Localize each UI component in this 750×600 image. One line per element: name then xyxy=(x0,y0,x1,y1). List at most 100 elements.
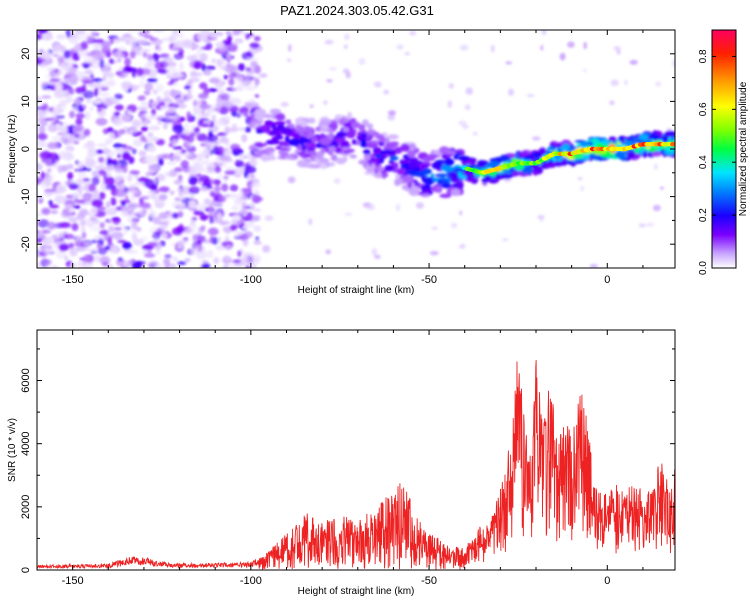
heatmap-cell xyxy=(102,81,109,88)
heatmap-cell xyxy=(232,214,241,221)
heatmap-cell xyxy=(330,154,338,162)
heatmap-cell xyxy=(656,145,662,152)
heatmap-cell xyxy=(41,249,47,258)
heatmap-cell xyxy=(184,44,196,49)
heatmap-cell xyxy=(253,215,261,222)
heatmap-cell xyxy=(408,162,419,169)
heatmap-cell xyxy=(672,59,675,67)
heatmap-cell xyxy=(437,179,445,184)
heatmap-cell xyxy=(68,87,75,95)
heatmap-cell xyxy=(255,236,260,241)
y-tick-label: -20 xyxy=(20,236,32,252)
x-tick-label: -150 xyxy=(62,274,84,286)
heatmap-cell xyxy=(41,207,51,215)
y-tick-label: 20 xyxy=(20,48,32,60)
heatmap-cell xyxy=(148,241,158,248)
heatmap-cell xyxy=(264,120,274,126)
heatmap-cell xyxy=(202,112,211,118)
heatmap-cell xyxy=(230,224,238,231)
heatmap-cell xyxy=(186,134,195,143)
heatmap-cell xyxy=(236,113,242,118)
heatmap-cell xyxy=(81,231,87,239)
heatmap-cell xyxy=(196,47,203,55)
heatmap-cell xyxy=(114,93,123,100)
heatmap-cell xyxy=(141,208,147,214)
heatmap-cell xyxy=(632,137,639,143)
heatmap-cell xyxy=(37,177,41,185)
heatmap-cell xyxy=(88,151,95,157)
heatmap-cell xyxy=(462,124,469,130)
heatmap-cell xyxy=(96,143,109,147)
heatmap-cell xyxy=(55,250,67,259)
heatmap-cell xyxy=(137,106,149,111)
heatmap-cell xyxy=(197,173,202,178)
heatmap-cell xyxy=(38,125,46,134)
heatmap-cell xyxy=(277,150,284,155)
heatmap-cell xyxy=(446,150,456,155)
heatmap-cell xyxy=(285,155,294,160)
heatmap-cell xyxy=(225,258,233,264)
heatmap-cell xyxy=(98,169,106,176)
heatmap-cell xyxy=(347,112,353,120)
heatmap-cell xyxy=(175,203,187,208)
heatmap-cell xyxy=(436,186,443,194)
heatmap-cell xyxy=(251,194,261,204)
heatmap-cell xyxy=(163,122,168,130)
ridge-core xyxy=(670,142,675,147)
heatmap-cell xyxy=(68,67,78,74)
heatmap-cell xyxy=(610,79,619,87)
heatmap-cell xyxy=(217,175,225,179)
heatmap-cell xyxy=(559,52,566,61)
snr-panel: -150 -100 -50 0 0 2000 4000 6000 Height of str… xyxy=(7,329,676,597)
heatmap-cell xyxy=(205,42,213,50)
heatmap-cell xyxy=(123,242,130,250)
heatmap-cell xyxy=(46,168,52,173)
heatmap-cell xyxy=(342,126,350,133)
heatmap-cell xyxy=(224,236,230,242)
heatmap-cell xyxy=(128,36,136,43)
heatmap-cell xyxy=(340,140,350,149)
heatmap-cell xyxy=(66,194,74,199)
heatmap-cell xyxy=(231,259,243,263)
heatmap-cell xyxy=(184,85,191,90)
heatmap-cell xyxy=(56,34,66,40)
heatmap-cell xyxy=(190,75,197,80)
heatmap-cell xyxy=(442,165,454,172)
heatmap-cell xyxy=(211,114,216,121)
heatmap-cell xyxy=(389,141,400,147)
heatmap-cell xyxy=(172,115,180,120)
heatmap-cell xyxy=(642,150,648,158)
heatmap-cell xyxy=(226,193,238,199)
heatmap-cell xyxy=(395,204,401,211)
heatmap-cell xyxy=(429,251,439,256)
heatmap-cell xyxy=(89,73,94,80)
heatmap-cell xyxy=(363,153,371,161)
heatmap-cell xyxy=(306,150,318,156)
heatmap-cell xyxy=(121,71,129,77)
heatmap-cell xyxy=(150,69,158,77)
heatmap-cell xyxy=(209,77,220,84)
heatmap-cell xyxy=(250,263,257,268)
heatmap-cell xyxy=(55,185,67,194)
heatmap-cell xyxy=(387,134,399,140)
heatmap-cell xyxy=(508,88,514,97)
heatmap-cell xyxy=(37,162,43,171)
heatmap-cell xyxy=(132,85,140,89)
heatmap-cell xyxy=(253,76,259,84)
colorbar-ticks: 0.0 0.2 0.4 0.6 0.8 xyxy=(698,49,736,275)
heatmap-cell xyxy=(650,152,662,157)
heatmap-cell xyxy=(254,65,261,74)
heatmap-cell xyxy=(254,112,264,121)
heatmap-cell xyxy=(143,253,156,258)
heatmap-cell xyxy=(500,173,512,179)
heatmap-cell xyxy=(203,144,212,148)
heatmap-cell xyxy=(149,210,156,219)
heatmap-cell xyxy=(308,117,316,124)
heatmap-cell xyxy=(219,42,224,50)
heatmap-cell xyxy=(55,114,65,119)
heatmap-cell xyxy=(46,191,51,198)
heatmap-cell xyxy=(263,142,267,147)
heatmap-cell xyxy=(139,80,145,88)
heatmap-cell xyxy=(634,153,641,158)
heatmap-cell xyxy=(65,95,73,104)
